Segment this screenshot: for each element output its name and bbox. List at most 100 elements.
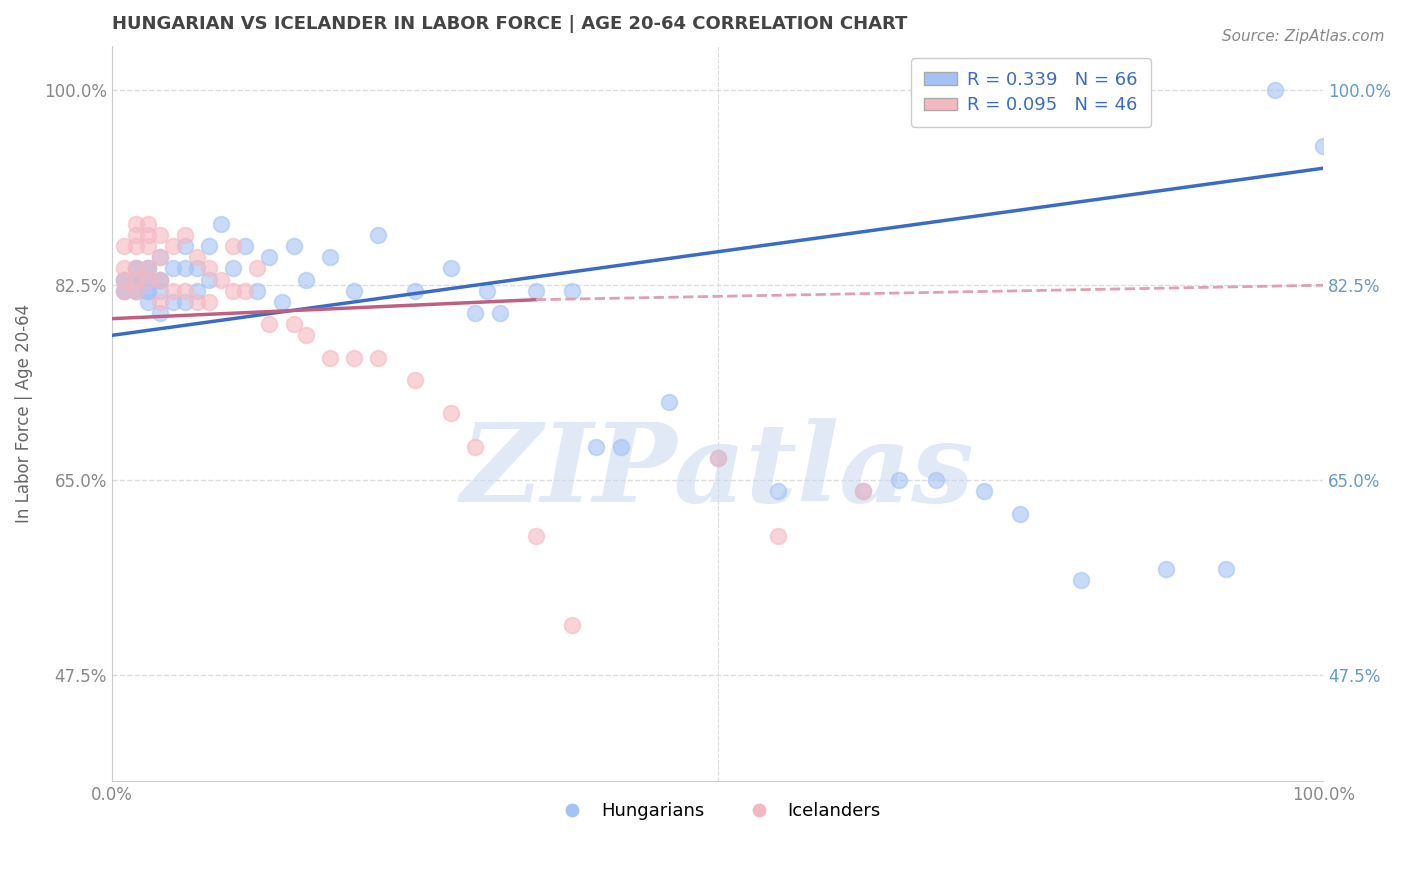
Point xyxy=(149,272,172,286)
Point xyxy=(149,294,172,309)
Point xyxy=(488,306,510,320)
Point xyxy=(173,284,195,298)
Point xyxy=(852,484,875,499)
Y-axis label: In Labor Force | Age 20-64: In Labor Force | Age 20-64 xyxy=(15,304,32,523)
Point xyxy=(149,272,172,286)
Point xyxy=(658,395,681,409)
Point xyxy=(233,239,256,253)
Point xyxy=(477,284,499,298)
Text: Source: ZipAtlas.com: Source: ZipAtlas.com xyxy=(1222,29,1385,44)
Point xyxy=(136,217,159,231)
Point xyxy=(524,529,547,543)
Point xyxy=(319,351,342,365)
Point xyxy=(162,239,184,253)
Point xyxy=(136,284,159,298)
Point xyxy=(173,261,195,276)
Point xyxy=(222,239,245,253)
Point xyxy=(198,261,221,276)
Point xyxy=(706,450,728,465)
Point xyxy=(561,618,583,632)
Point xyxy=(186,251,208,265)
Point xyxy=(125,272,148,286)
Point xyxy=(198,294,221,309)
Point xyxy=(136,261,159,276)
Point xyxy=(246,284,269,298)
Point xyxy=(367,351,389,365)
Point xyxy=(125,217,148,231)
Point xyxy=(125,284,148,298)
Point xyxy=(125,272,148,286)
Point xyxy=(125,261,148,276)
Point xyxy=(440,406,463,420)
Point xyxy=(209,217,232,231)
Point xyxy=(1010,507,1032,521)
Point xyxy=(1154,562,1177,576)
Point xyxy=(173,294,195,309)
Point xyxy=(125,272,148,286)
Point xyxy=(112,272,135,286)
Point xyxy=(609,440,631,454)
Point xyxy=(125,261,148,276)
Point xyxy=(136,261,159,276)
Point xyxy=(186,284,208,298)
Point xyxy=(173,239,195,253)
Point xyxy=(404,284,426,298)
Point xyxy=(112,239,135,253)
Point xyxy=(173,228,195,243)
Point xyxy=(852,484,875,499)
Point xyxy=(149,251,172,265)
Point xyxy=(149,251,172,265)
Point xyxy=(1264,83,1286,97)
Point xyxy=(112,261,135,276)
Point xyxy=(1215,562,1237,576)
Point xyxy=(561,284,583,298)
Point xyxy=(464,440,486,454)
Point xyxy=(464,306,486,320)
Point xyxy=(283,239,305,253)
Point xyxy=(186,294,208,309)
Point xyxy=(973,484,995,499)
Point xyxy=(294,328,316,343)
Point xyxy=(889,473,911,487)
Point xyxy=(125,239,148,253)
Legend: Hungarians, Icelanders: Hungarians, Icelanders xyxy=(547,795,889,827)
Point xyxy=(246,261,269,276)
Point xyxy=(259,251,281,265)
Point xyxy=(162,261,184,276)
Point xyxy=(112,284,135,298)
Point xyxy=(136,272,159,286)
Point xyxy=(112,272,135,286)
Point xyxy=(149,272,172,286)
Point xyxy=(924,473,946,487)
Text: ZIPatlas: ZIPatlas xyxy=(461,418,974,526)
Point xyxy=(125,284,148,298)
Point xyxy=(294,272,316,286)
Point xyxy=(367,228,389,243)
Text: HUNGARIAN VS ICELANDER IN LABOR FORCE | AGE 20-64 CORRELATION CHART: HUNGARIAN VS ICELANDER IN LABOR FORCE | … xyxy=(112,15,907,33)
Point xyxy=(149,306,172,320)
Point xyxy=(259,317,281,331)
Point xyxy=(125,261,148,276)
Point xyxy=(162,284,184,298)
Point xyxy=(283,317,305,331)
Point xyxy=(766,529,789,543)
Point xyxy=(233,284,256,298)
Point xyxy=(706,450,728,465)
Point xyxy=(198,272,221,286)
Point xyxy=(136,284,159,298)
Point xyxy=(136,261,159,276)
Point xyxy=(222,284,245,298)
Point xyxy=(585,440,607,454)
Point xyxy=(343,351,366,365)
Point xyxy=(112,272,135,286)
Point xyxy=(136,272,159,286)
Point xyxy=(112,284,135,298)
Point xyxy=(162,294,184,309)
Point xyxy=(125,284,148,298)
Point xyxy=(112,284,135,298)
Point xyxy=(440,261,463,276)
Point xyxy=(343,284,366,298)
Point xyxy=(222,261,245,276)
Point xyxy=(136,228,159,243)
Point xyxy=(766,484,789,499)
